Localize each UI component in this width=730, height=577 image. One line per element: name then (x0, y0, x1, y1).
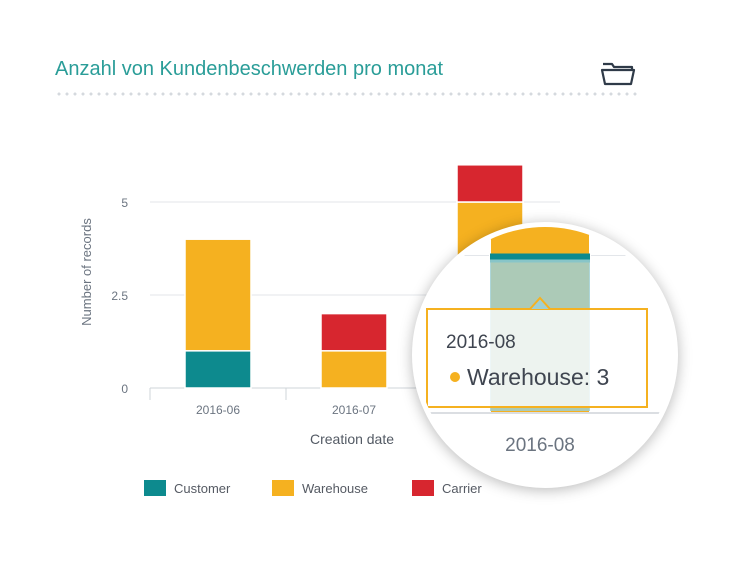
legend-label-warehouse: Warehouse (302, 480, 368, 496)
legend-label-customer: Customer (174, 480, 231, 496)
folder-open-icon[interactable] (600, 60, 636, 86)
legend-swatch-carrier (412, 480, 434, 496)
bar-warehouse (320, 350, 388, 389)
y-tick-label: 2.5 (111, 289, 128, 303)
legend-item-warehouse: Warehouse (272, 480, 368, 496)
page-title: Anzahl von Kundenbeschwerden pro monat (55, 58, 444, 80)
lens-bar-customer-highlight (490, 253, 590, 263)
tooltip-value: Warehouse: 3 (467, 364, 609, 390)
legend-item-carrier: Carrier (412, 480, 482, 496)
bar-carrier (320, 312, 388, 352)
title-divider (55, 92, 637, 96)
bar-warehouse (184, 238, 252, 352)
magnified-view: 2016-08 Warehouse: 3 2016-08 (417, 227, 673, 456)
legend-swatch-customer (144, 480, 166, 496)
legend-swatch-warehouse (272, 480, 294, 496)
tooltip-series-marker (450, 372, 460, 382)
tooltip-category: 2016-08 (446, 332, 516, 353)
y-tick-label: 5 (121, 196, 128, 210)
x-tick-label: 2016-07 (332, 403, 376, 417)
lens-x-tick-label: 2016-08 (505, 435, 575, 456)
y-tick-label: 0 (121, 382, 128, 396)
legend-label-carrier: Carrier (442, 480, 482, 496)
legend-item-customer: Customer (144, 480, 230, 496)
magnifier-lens: 2016-08 Warehouse: 3 2016-08 (412, 222, 678, 488)
bar-carrier (456, 164, 524, 203)
tooltip-box (426, 308, 648, 408)
y-axis-title: Number of records (79, 218, 94, 326)
tooltip-pointer (529, 296, 551, 310)
x-tick-label: 2016-06 (196, 403, 240, 417)
x-axis-title: Creation date (310, 431, 394, 447)
bar-customer (184, 350, 252, 389)
